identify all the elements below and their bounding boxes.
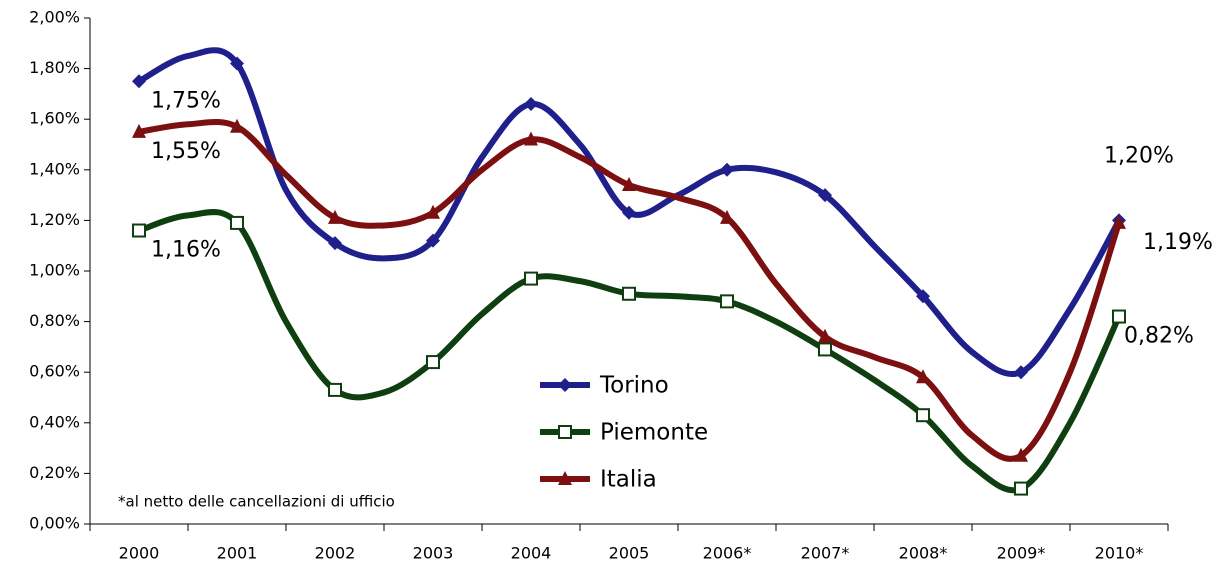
marker [558,425,572,439]
marker [916,408,930,423]
x-tick-label: 2006* [703,544,752,563]
marker [720,209,734,224]
x-tick-label: 2003 [413,544,454,563]
y-tick-label: 1,00% [29,261,80,280]
marker [524,131,538,146]
y-tick-label: 1,20% [29,210,80,229]
x-tick-label: 2009* [997,544,1046,563]
legend-label: Torino [599,373,669,399]
marker [230,215,244,230]
footnote: *al netto delle cancellazioni di ufficio [118,493,395,511]
series-line [136,119,1122,462]
marker [1112,309,1126,324]
marker [818,188,832,203]
y-tick-label: 0,80% [29,311,80,330]
marker [328,382,342,397]
marker [1014,481,1028,496]
legend-label: Italia [600,467,657,493]
marker [1112,214,1126,229]
marker [524,97,538,112]
x-tick-label: 2000 [119,544,160,563]
marker [622,176,636,191]
marker [426,233,440,248]
data-label: 1,55% [151,139,221,164]
y-tick-label: 2,00% [29,8,80,27]
legend-label: Piemonte [600,420,708,446]
marker [328,236,342,251]
y-tick-label: 1,40% [29,159,80,178]
marker [132,123,146,138]
series-line [136,47,1122,377]
y-tick-label: 0,40% [29,412,80,431]
data-label: 1,19% [1143,230,1213,255]
marker [230,118,244,133]
x-tick-label: 2004 [511,544,552,563]
marker [916,369,930,384]
x-tick-label: 2007* [801,544,850,563]
data-label: 1,16% [151,238,221,263]
marker [558,471,572,485]
marker [328,209,342,224]
data-label: 0,82% [1124,324,1194,349]
marker [818,328,832,343]
marker [524,271,538,286]
marker [1014,365,1028,380]
x-tick-label: 2010* [1095,544,1144,563]
y-tick-label: 0,20% [29,463,80,482]
x-tick-label: 2002 [315,544,356,563]
y-tick-label: 0,00% [29,514,80,533]
marker [622,286,636,301]
x-tick-label: 2008* [899,544,948,563]
marker [916,289,930,304]
marker [622,205,636,220]
marker [1014,447,1028,462]
marker [426,204,440,219]
data-label: 1,75% [151,88,221,113]
marker [558,378,572,392]
y-tick-label: 1,80% [29,58,80,77]
marker [132,74,146,89]
marker [720,294,734,309]
marker [720,162,734,177]
x-tick-label: 2001 [217,544,258,563]
y-tick-label: 0,60% [29,362,80,381]
y-tick-label: 1,60% [29,109,80,128]
marker [818,342,832,357]
marker [426,355,440,370]
marker [132,223,146,238]
x-tick-label: 2005 [609,544,650,563]
data-label: 1,20% [1104,143,1174,168]
marker [230,56,244,71]
